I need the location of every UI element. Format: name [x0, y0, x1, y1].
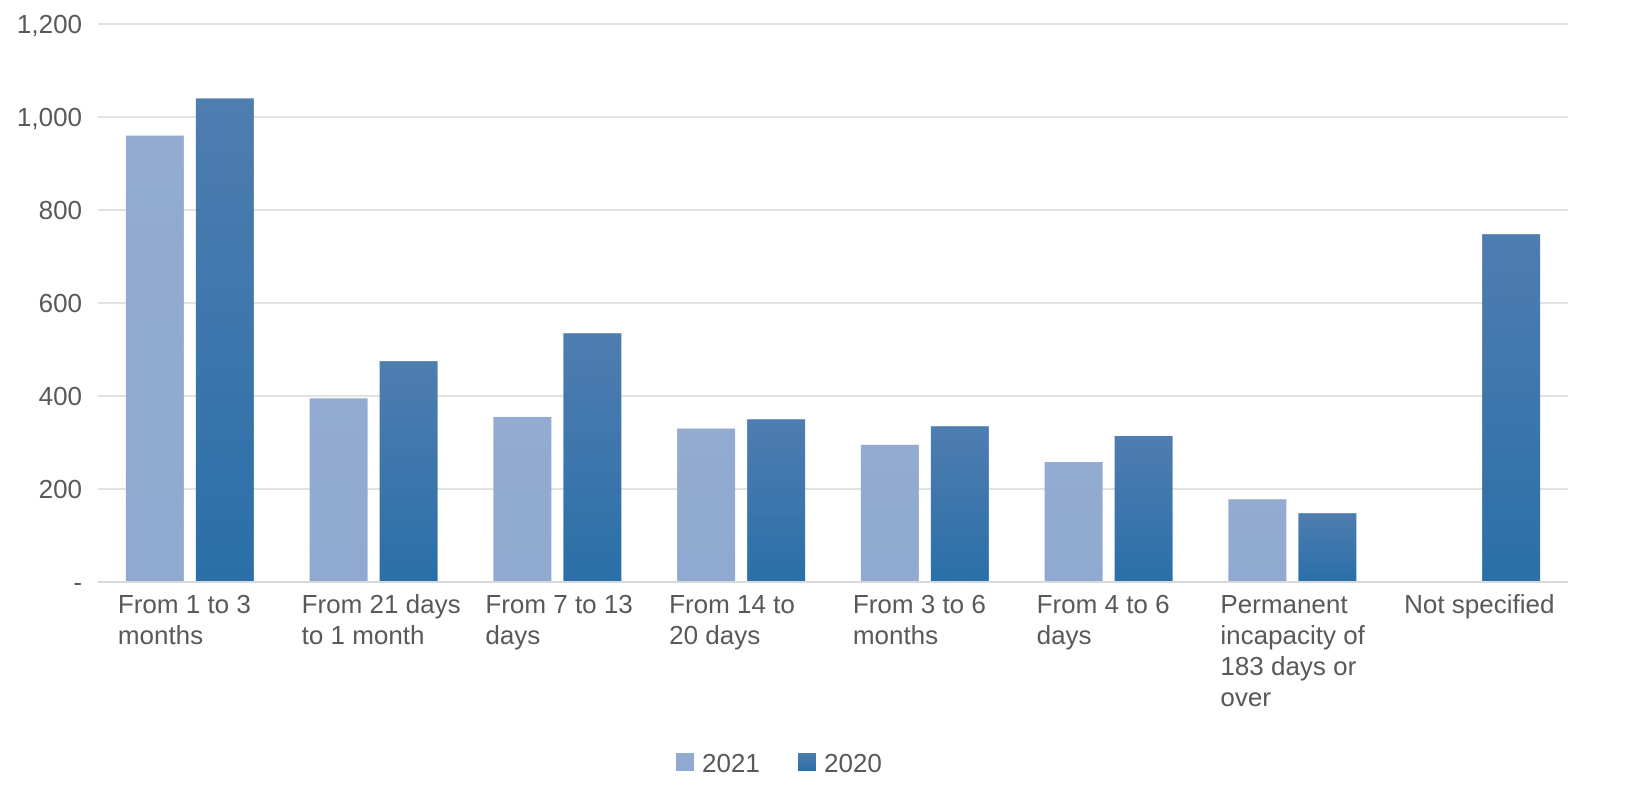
legend: 2021 2020: [676, 748, 882, 778]
legend-label-2021: 2021: [702, 748, 760, 778]
bar-2020-2: [563, 333, 622, 582]
bar-2021-3: [677, 428, 736, 582]
x-category-label: From 4 to 6 days: [1037, 589, 1170, 650]
x-category-label: Permanent incapacity of 183 days or over: [1220, 589, 1365, 712]
legend-label-2020: 2020: [824, 748, 882, 778]
bars: [125, 98, 1541, 583]
bar-2020-1: [379, 361, 438, 582]
bar-2021-6: [1228, 499, 1287, 582]
bar-2020-0: [195, 98, 254, 583]
y-tick-label: 600: [39, 288, 82, 318]
gridlines: [98, 23, 1568, 490]
legend-swatch-2020: [798, 753, 816, 771]
y-tick-label: 1,200: [17, 9, 82, 39]
x-category-label: From 21 days to 1 month: [302, 589, 461, 650]
bar-2021-1: [309, 398, 368, 582]
bar-2021-5: [1044, 462, 1103, 582]
bar-2020-5: [1114, 435, 1173, 582]
bar-2021-4: [860, 444, 919, 582]
y-axis-tick-labels: - 200 400 600 800 1,000 1,200: [17, 9, 82, 597]
x-category-label: Not specified: [1404, 589, 1554, 619]
x-category-label: From 14 to 20 days: [669, 589, 795, 650]
y-tick-label: 800: [39, 195, 82, 225]
bar-2021-2: [493, 416, 552, 582]
legend-swatch-2021: [676, 753, 694, 771]
y-tick-label: 200: [39, 474, 82, 504]
x-axis-category-labels: From 1 to 3 months From 21 days to 1 month F…: [118, 589, 1555, 712]
bar-2020-4: [930, 426, 989, 582]
x-category-label: From 7 to 13 days: [485, 589, 632, 650]
bar-2020-6: [1298, 513, 1357, 582]
x-category-label: From 1 to 3 months: [118, 589, 251, 650]
y-tick-label: 1,000: [17, 102, 82, 132]
bar-2021-0: [125, 135, 184, 582]
bar-2020-7: [1482, 234, 1541, 582]
bar-2020-3: [747, 419, 806, 582]
x-category-label: From 3 to 6 months: [853, 589, 986, 650]
y-tick-label: 400: [39, 381, 82, 411]
y-tick-label: -: [73, 567, 82, 597]
